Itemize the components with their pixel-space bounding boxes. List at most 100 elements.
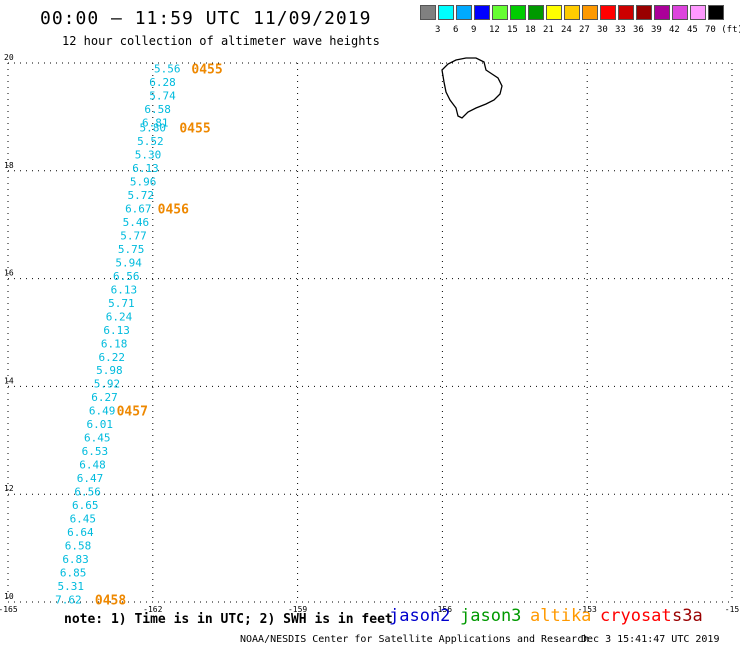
legend-swatch bbox=[672, 5, 688, 20]
legend-label: 33 bbox=[615, 25, 626, 35]
legend-swatch bbox=[456, 5, 472, 20]
legend-label: 12 bbox=[489, 25, 500, 35]
wave-height-label: 6.67 bbox=[125, 203, 152, 216]
legend-swatch bbox=[564, 5, 580, 20]
wave-height-label: 7.62 bbox=[55, 593, 82, 606]
wave-height-label: 6.53 bbox=[82, 445, 109, 458]
map-title: 00:00 – 11:59 UTC 11/09/2019 bbox=[40, 8, 372, 29]
wave-height-label: 5.52 bbox=[137, 135, 164, 148]
x-tick-label: -153 bbox=[578, 605, 597, 614]
y-tick-label: 16 bbox=[4, 269, 14, 278]
legend-label: 3 bbox=[435, 25, 441, 35]
x-tick-label: -162 bbox=[143, 605, 162, 614]
wave-height-label: 6.81 bbox=[142, 116, 169, 129]
wave-height-label: 6.01 bbox=[86, 418, 113, 431]
wave-height-label: 6.85 bbox=[60, 566, 87, 579]
wave-height-label: 6.13 bbox=[111, 283, 138, 296]
legend-label: 9 bbox=[471, 25, 477, 35]
legend-swatch bbox=[474, 5, 490, 20]
legend-swatch bbox=[420, 5, 436, 20]
wave-height-label: 6.24 bbox=[106, 310, 133, 323]
wave-height-label: 5.71 bbox=[108, 297, 135, 310]
wave-height-label: 5.46 bbox=[123, 216, 150, 229]
legend-label: 42 bbox=[669, 25, 680, 35]
island-outline bbox=[441, 57, 503, 119]
wave-height-label: 6.83 bbox=[62, 553, 89, 566]
wave-height-label: 5.94 bbox=[115, 256, 142, 269]
wave-height-label: 5.98 bbox=[96, 364, 123, 377]
legend-label: 70 (ft) bbox=[705, 25, 740, 35]
legend-label: 21 bbox=[543, 25, 554, 35]
x-tick-label: -15 bbox=[725, 605, 740, 614]
wave-height-label: 6.28 bbox=[149, 76, 176, 89]
wave-height-label: 6.49 bbox=[89, 405, 116, 418]
wave-height-label: 6.13 bbox=[132, 162, 159, 175]
wave-height-label: 5.56 bbox=[154, 62, 181, 75]
legend-swatch bbox=[510, 5, 526, 20]
wave-height-label: 6.13 bbox=[103, 324, 130, 337]
x-tick-label: -165 bbox=[0, 605, 18, 614]
legend-swatch bbox=[582, 5, 598, 20]
wave-height-label: 5.74 bbox=[149, 89, 176, 102]
wave-height-label: 6.48 bbox=[79, 459, 106, 472]
wave-height-label: 6.22 bbox=[99, 351, 126, 364]
wave-height-label: 5.96 bbox=[130, 176, 157, 189]
legend-label: 15 bbox=[507, 25, 518, 35]
wave-height-label: 5.80 bbox=[140, 122, 167, 135]
legend-swatch bbox=[492, 5, 508, 20]
units-note: note: 1) Time is in UTC; 2) SWH is in fe… bbox=[64, 612, 393, 627]
legend-label: 24 bbox=[561, 25, 572, 35]
y-tick-label: 18 bbox=[4, 161, 14, 170]
y-tick-label: 20 bbox=[4, 53, 14, 62]
wave-height-label: 6.27 bbox=[91, 391, 118, 404]
legend-swatch bbox=[546, 5, 562, 20]
legend-label: 36 bbox=[633, 25, 644, 35]
legend-swatch bbox=[438, 5, 454, 20]
legend-swatch bbox=[600, 5, 616, 20]
legend-label: 6 bbox=[453, 25, 459, 35]
x-tick-label: -156 bbox=[433, 605, 452, 614]
wave-height-label: 5.30 bbox=[135, 149, 162, 162]
legend-swatch bbox=[528, 5, 544, 20]
x-tick-label: -159 bbox=[288, 605, 307, 614]
pass-time-label: 0455 bbox=[179, 122, 210, 137]
wave-height-label: 6.18 bbox=[101, 337, 128, 350]
legend-label: 39 bbox=[651, 25, 662, 35]
legend-label: 45 bbox=[687, 25, 698, 35]
legend-label: 18 bbox=[525, 25, 536, 35]
legend-swatch bbox=[618, 5, 634, 20]
wave-height-label: 5.92 bbox=[94, 378, 121, 391]
satellite-jason3: jason3 bbox=[460, 606, 522, 626]
y-tick-label: 12 bbox=[4, 484, 14, 493]
wave-height-label: 6.58 bbox=[65, 539, 92, 552]
satellite-jason2: jason2 bbox=[389, 606, 451, 626]
wave-height-label: 6.45 bbox=[84, 432, 111, 445]
wave-height-label: 6.65 bbox=[72, 499, 99, 512]
pass-time-label: 0458 bbox=[95, 593, 126, 608]
pass-time-label: 0457 bbox=[117, 405, 148, 420]
legend-swatch bbox=[708, 5, 724, 20]
color-scale-legend: 3 6 9 12 15 18 21 24 27 30 33 36 39 42 45 70 (ft) bbox=[420, 5, 740, 39]
wave-height-label: 6.56 bbox=[113, 270, 140, 283]
satellite-altika: altika bbox=[530, 606, 592, 626]
wave-height-label: 6.64 bbox=[67, 526, 94, 539]
legend-swatch bbox=[690, 5, 706, 20]
satellite-cryosat: cryosat bbox=[600, 606, 672, 626]
map-subtitle: 12 hour collection of altimeter wave hei… bbox=[62, 34, 380, 48]
legend-swatch bbox=[636, 5, 652, 20]
wave-height-label: 6.58 bbox=[144, 103, 171, 116]
pass-time-label: 0456 bbox=[158, 203, 189, 218]
wave-height-label: 5.75 bbox=[118, 243, 145, 256]
wave-height-label: 5.77 bbox=[120, 229, 147, 242]
y-tick-label: 14 bbox=[4, 376, 14, 385]
y-tick-label: 10 bbox=[4, 592, 14, 601]
legend-label: 27 bbox=[579, 25, 590, 35]
legend-swatch bbox=[654, 5, 670, 20]
satellite-s3a: s3a bbox=[672, 606, 703, 626]
pass-time-label: 0455 bbox=[191, 62, 222, 77]
wave-height-label: 5.31 bbox=[57, 580, 84, 593]
wave-height-label: 6.45 bbox=[70, 512, 97, 525]
wave-height-label: 6.56 bbox=[74, 486, 101, 499]
